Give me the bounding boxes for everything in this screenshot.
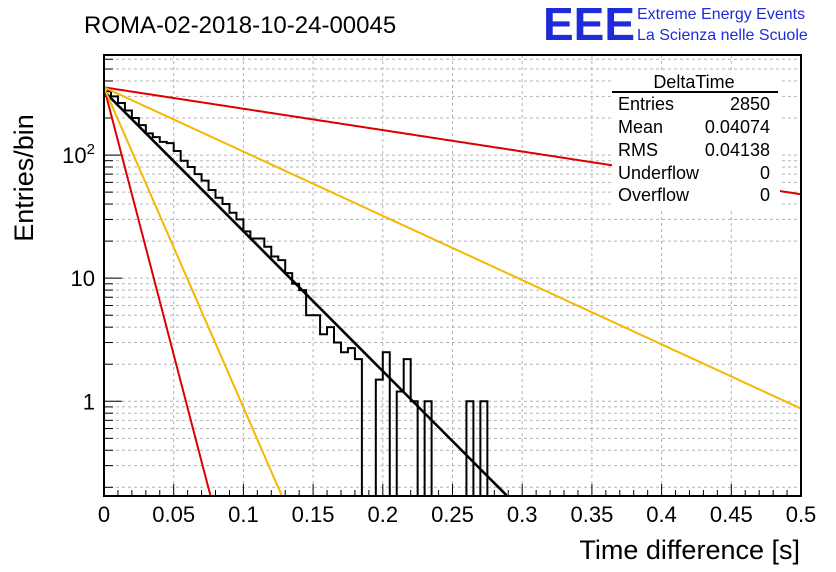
fit-curve-yellow-2 [103,86,802,410]
fit-curve-yellow-4 [103,86,283,496]
y-tick-label: 10 [71,266,95,291]
stats-overflow-label: Overflow [618,185,690,205]
x-tick-label: 0.4 [646,502,677,527]
x-tick-label: 0.2 [368,502,399,527]
x-tick-label: 0.1 [228,502,259,527]
x-tick-label: 0.5 [786,502,817,527]
stats-title: DeltaTime [653,72,734,92]
plot-frame [103,54,802,497]
histogram-series [104,90,551,497]
stats-overflow-value: 0 [760,185,770,205]
stats-underflow-value: 0 [760,163,770,183]
y-axis-title: Entries/bin [9,114,39,242]
fit-curves [103,86,802,497]
y-tick-label: 102 [62,141,95,168]
stats-entries-value: 2850 [730,94,770,114]
eee-logo: EEE [543,0,635,50]
logo-line-2: La Scienza nelle Scuole [637,27,808,44]
y-tick-label: 1 [83,389,95,414]
stats-underflow-label: Underflow [618,163,700,183]
stats-mean-value: 0.04074 [705,117,770,137]
x-tick-label: 0.25 [431,502,474,527]
x-axis-title: Time difference [s] [579,535,800,565]
grid-lines [104,55,801,496]
stats-box: DeltaTime Entries 2850 Mean 0.04074 RMS … [612,72,780,209]
x-tick-label: 0.35 [570,502,613,527]
stats-mean-label: Mean [618,117,663,137]
chart-title: ROMA-02-2018-10-24-00045 [84,12,396,39]
x-tick-label: 0 [98,502,110,527]
stats-box-background [612,72,780,209]
x-tick-label: 0.45 [710,502,753,527]
x-tick-label: 0.15 [292,502,335,527]
stats-rms-value: 0.04138 [705,140,770,160]
fit-curve-red-3 [103,87,212,496]
stats-entries-label: Entries [618,94,674,114]
logo-line-1: Extreme Energy Events [637,6,805,23]
x-tick-label: 0.05 [152,502,195,527]
stats-rms-label: RMS [618,140,658,160]
fit-curve-black-0 [103,90,508,497]
x-tick-label: 0.3 [507,502,538,527]
